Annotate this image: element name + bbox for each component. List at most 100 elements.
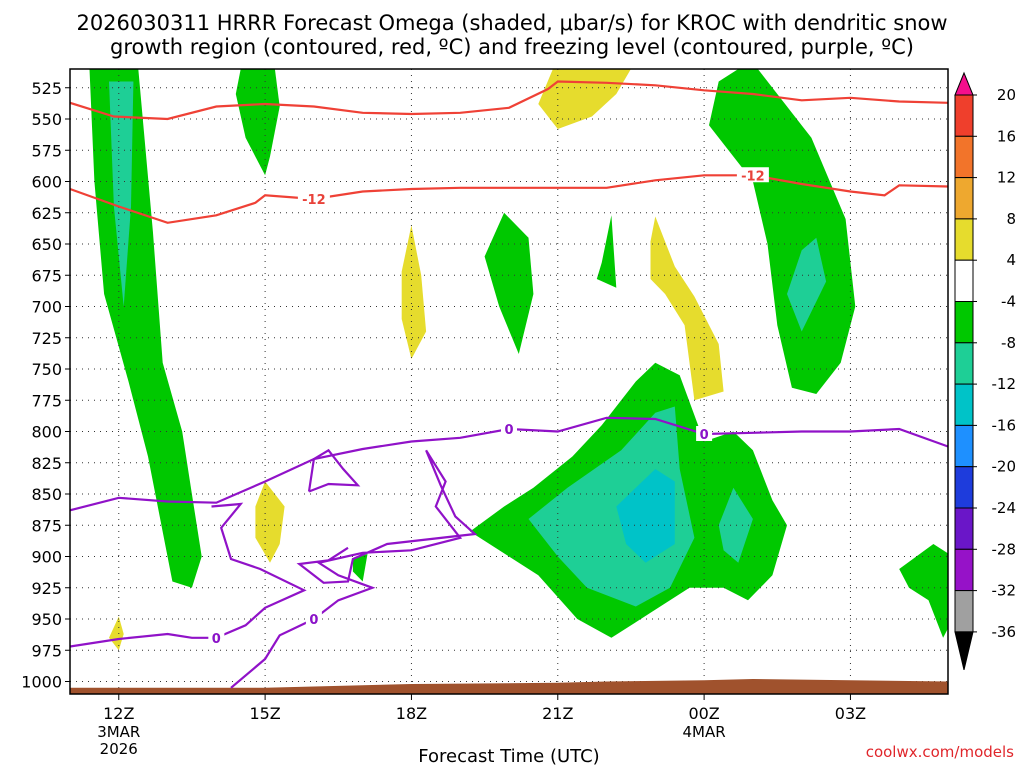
freezing-contour-label-2: 0 [309,613,318,628]
y-tick-label-675: 675 [31,266,62,285]
y-tick-label-775: 775 [31,391,62,410]
omega-positive-region-1 [401,225,427,359]
freezing-contour-label-1-bg [208,629,225,645]
plot-frame [69,68,949,695]
dgz-contour-label-1-bg [297,191,330,206]
omega-region-5 [352,554,368,582]
colorbar-box-10 [954,466,974,509]
omega-region-10 [616,469,675,563]
y-tick-label-825: 825 [31,454,62,473]
colorbar-label-4: 4 [1006,251,1016,269]
colorbar-label-9: -20 [992,458,1017,476]
omega-region-1 [109,81,134,307]
y-tick-label-925: 925 [31,579,62,598]
y-tick-label-750: 750 [31,360,62,379]
dgz-contour-1 [70,174,948,224]
freezing-contour-3 [307,448,361,493]
colorbar-label-0: 20 [997,86,1016,104]
chart-title-line-1: 2026030311 HRRR Forecast Omega (shaded, … [76,11,947,35]
x-tick-label-12Z: 12Z [103,704,134,723]
freezing-contour-label-1: 0 [212,632,221,647]
chart-title-line-2: growth region (contoured, red, ºC) and f… [110,35,914,59]
plot-area: -12 -12 0 0 0 0 [69,68,949,695]
colorbar-label-6: -8 [1001,334,1016,352]
y-tick-label-625: 625 [31,204,62,223]
y-tick-label-975: 975 [31,641,62,660]
colorbar-box-7 [954,342,974,385]
colorbar-top-triangle [954,71,974,96]
x-date-label-00Z-0: 4MAR [683,723,726,741]
contour-layer: -12 -12 0 0 0 0 [70,80,948,689]
x-tick-label-03Z: 03Z [835,704,866,723]
dgz-contour-0 [70,80,948,121]
colorbar-label-8: -16 [992,416,1017,434]
colorbar-bottom-triangle [954,631,974,671]
colorbar-label-2: 12 [997,169,1016,187]
colorbar-label-13: -36 [992,623,1017,641]
y-axis-ticks: 525 550 575 600 625 650 675 700 725 750 775 800 825 8… [21,79,70,692]
terrain-layer [70,679,948,694]
y-tick-label-550: 550 [31,110,62,129]
y-tick-label-725: 725 [31,329,62,348]
colorbar-label-3: 8 [1006,210,1016,228]
y-tick-label-850: 850 [31,485,62,504]
freezing-contour-1 [70,502,307,648]
omega-region-11 [718,487,753,563]
x-date-label-12Z-1: 2026 [100,740,138,758]
colorbar-label-12: -32 [992,582,1017,600]
freezing-contour-2 [230,449,478,689]
colorbar-label-11: -28 [992,540,1017,558]
x-tick-label-15Z: 15Z [249,704,280,723]
freezing-contour-label-0: 0 [700,428,709,443]
colorbar: 20 16 12 8 4 -4 -8 -12 -16 -20 -24 -28 -32 -36 [954,71,1017,671]
freezing-contour-label-main-2: 0 [504,423,513,438]
colorbar-box-5 [954,259,974,303]
y-tick-label-525: 525 [31,79,62,98]
colorbar-box-9 [954,424,974,468]
colorbar-label-7: -12 [992,375,1017,393]
x-tick-label-18Z: 18Z [396,704,427,723]
omega-positive-region-0 [538,69,631,129]
omega-region-6 [709,69,856,394]
omega-positive-region-2 [650,216,724,401]
x-tick-label-21Z: 21Z [542,704,573,723]
colorbar-box-11 [954,507,974,550]
omega-positive-region-5 [109,616,124,651]
credit-text: coolwx.com/models [866,743,1014,761]
omega-region-12 [899,544,948,638]
omega-positive-region-4 [255,481,285,563]
colorbar-box-12 [954,548,974,592]
y-tick-label-650: 650 [31,235,62,254]
colorbar-box-3 [954,177,974,220]
colorbar-box-6 [954,301,974,344]
omega-region-7 [787,237,827,332]
y-tick-label-800: 800 [31,423,62,442]
y-tick-label-700: 700 [31,298,62,317]
y-tick-label-575: 575 [31,141,62,160]
colorbar-label-10: -24 [992,499,1017,517]
omega-region-4 [596,215,617,288]
x-axis-label: Forecast Time (UTC) [418,746,599,767]
y-tick-label-1000: 1000 [21,673,62,692]
freezing-contour-label-main-2-bg [501,421,517,436]
omega-region-2 [235,69,280,176]
dgz-contour-label-2-bg [736,167,769,183]
y-tick-label-875: 875 [31,516,62,535]
y-tick-label-600: 600 [31,173,62,192]
dgz-contour-label-1: -12 [302,193,326,208]
terrain-fill [70,679,948,694]
x-date-label-12Z-0: 3MAR [97,723,140,741]
omega-region-3 [484,212,534,354]
dgz-contour-label-2: -12 [741,169,765,184]
freezing-contour-label-2-bg [305,611,322,626]
omega-shading-layer [89,69,948,651]
colorbar-box-1 [954,94,974,137]
freezing-contour-label-0-bg [696,426,713,441]
colorbar-label-5: -4 [1001,293,1016,311]
colorbar-box-13 [954,590,974,633]
y-tick-label-950: 950 [31,610,62,629]
colorbar-box-2 [954,135,974,179]
x-tick-label-00Z: 00Z [688,704,719,723]
colorbar-label-1: 16 [997,127,1016,145]
